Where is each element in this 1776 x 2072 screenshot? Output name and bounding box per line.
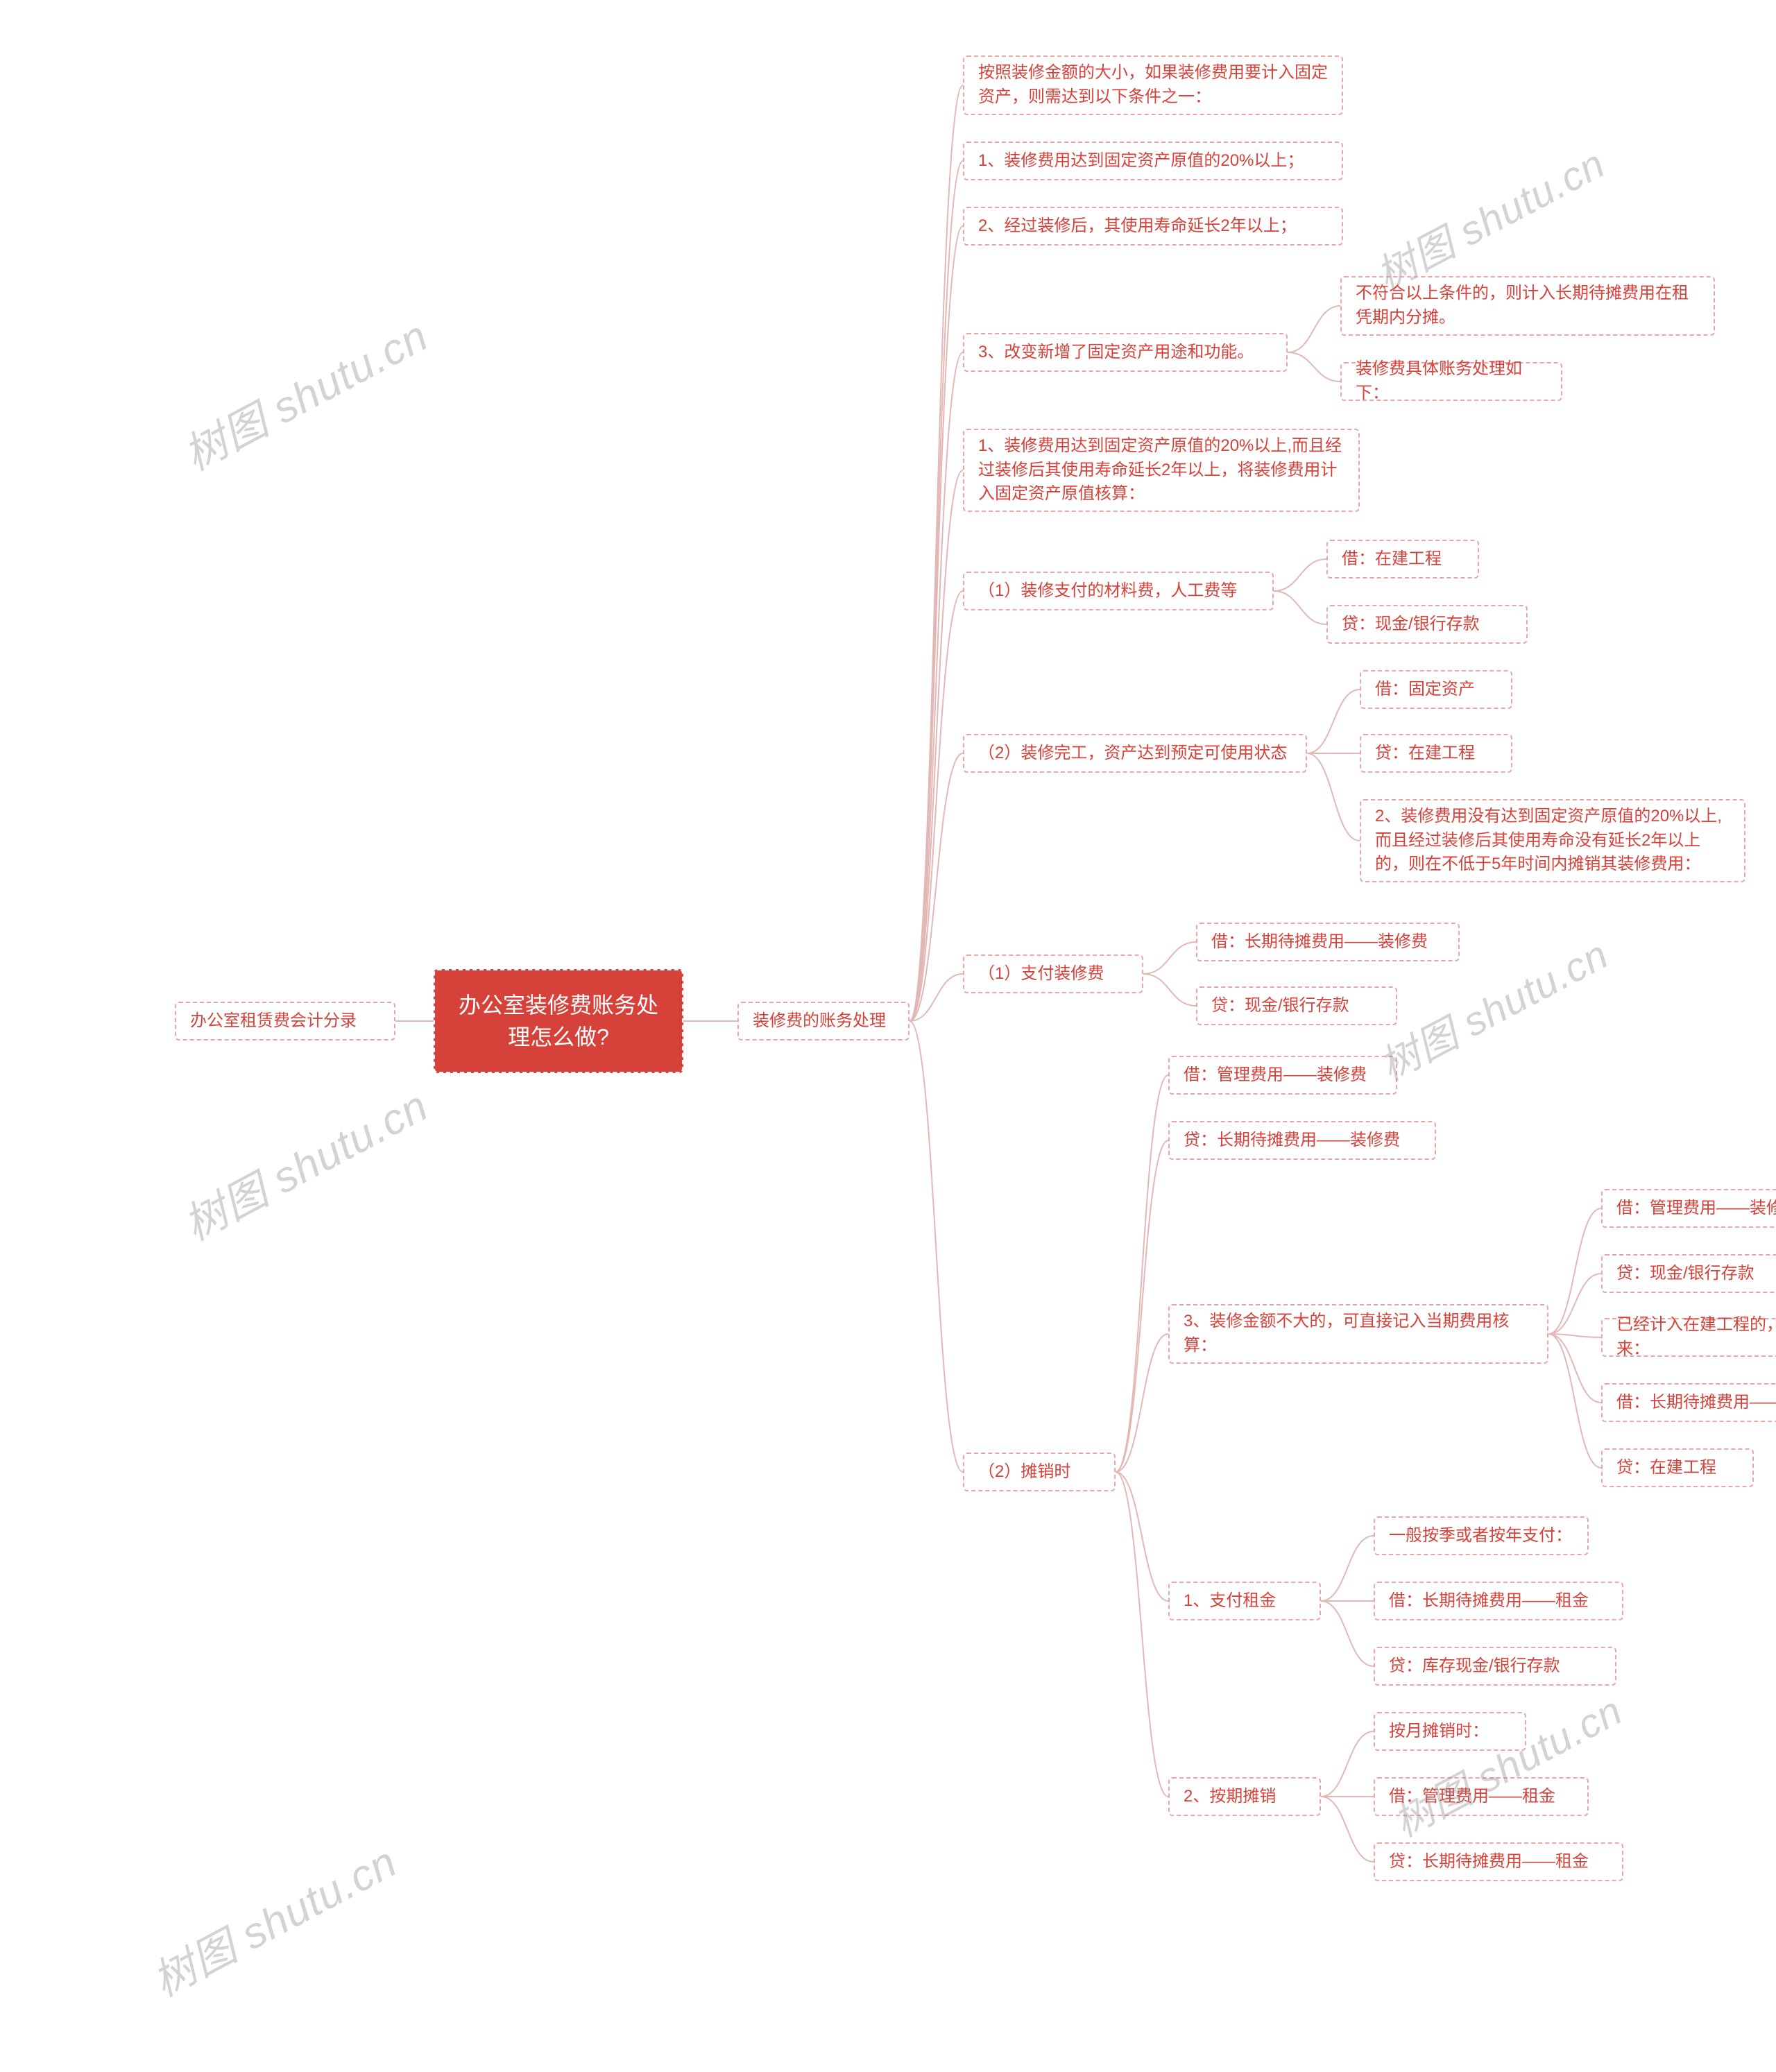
- node-dr-deferred-rent: 借：长期待摊费用——租金: [1374, 1582, 1623, 1620]
- node-left-rent-entries: 办公室租赁费会计分录: [175, 1002, 395, 1041]
- node-dr-expense-reno2: 借：管理费用——装修费: [1601, 1189, 1776, 1228]
- node-cr-cip: 贷：在建工程: [1360, 734, 1512, 773]
- node-cr-cash3: 贷：现金/银行存款: [1601, 1254, 1776, 1293]
- node-condition-1: 1、装修费用达到固定资产原值的20%以上；: [963, 142, 1343, 180]
- node-amortize: 2、按期摊销: [1168, 1777, 1321, 1816]
- node-condition-3: 3、改变新增了固定资产用途和功能。: [963, 333, 1288, 372]
- node-cr-cash-rent: 贷：库存现金/银行存款: [1374, 1647, 1616, 1686]
- node-case1-step1: （1）装修支付的材料费，人工费等: [963, 572, 1274, 610]
- node-dr-deferred-reno: 借：长期待摊费用——装修费: [1196, 923, 1460, 961]
- node-detail-below: 装修费具体账务处理如下：: [1340, 362, 1562, 401]
- node-cr-cash2: 贷：现金/银行存款: [1196, 986, 1397, 1025]
- node-dr-cip: 借：在建工程: [1326, 540, 1479, 579]
- node-pay-quarterly: 一般按季或者按年支付：: [1374, 1516, 1589, 1555]
- node-dr-deferred-reno2: 借：长期待摊费用——装修费: [1601, 1383, 1776, 1422]
- node-conditions-intro: 按照装修金额的大小，如果装修费用要计入固定资产，则需达到以下条件之一：: [963, 55, 1343, 115]
- node-case2-step1: （1）支付装修费: [963, 954, 1143, 993]
- node-condition-2: 2、经过装修后，其使用寿命延长2年以上；: [963, 207, 1343, 246]
- node-cr-deferred-reno: 贷：长期待摊费用——装修费: [1168, 1121, 1436, 1160]
- node-not-meet-condition: 不符合以上条件的，则计入长期待摊费用在租凭期内分摊。: [1340, 276, 1715, 336]
- node-case3-intro: 3、装修金额不大的，可直接记入当期费用核算：: [1168, 1304, 1548, 1364]
- node-dr-fixedasset: 借：固定资产: [1360, 670, 1512, 709]
- node-cr-cash: 贷：现金/银行存款: [1326, 605, 1528, 644]
- node-pay-rent: 1、支付租金: [1168, 1582, 1321, 1620]
- node-cr-cip2: 贷：在建工程: [1601, 1448, 1754, 1487]
- node-case1-intro: 1、装修费用达到固定资产原值的20%以上,而且经过装修后其使用寿命延长2年以上，…: [963, 429, 1360, 512]
- root-node: 办公室装修费账务处理怎么做?: [434, 969, 683, 1073]
- node-dr-expense-rent: 借：管理费用——租金: [1374, 1777, 1589, 1816]
- node-dr-expense-reno: 借：管理费用——装修费: [1168, 1056, 1397, 1095]
- node-case2-intro: 2、装修费用没有达到固定资产原值的20%以上,而且经过装修后其使用寿命没有延长2…: [1360, 799, 1745, 882]
- node-cr-deferred-rent: 贷：长期待摊费用——租金: [1374, 1842, 1623, 1881]
- node-case1-step2: （2）装修完工，资产达到预定可使用状态: [963, 734, 1307, 773]
- node-renovation-accounting: 装修费的账务处理: [737, 1002, 910, 1041]
- node-case2-step2: （2）摊销时: [963, 1453, 1116, 1491]
- node-monthly-amort: 按月摊销时：: [1374, 1712, 1526, 1751]
- node-already-cip: 已经计入在建工程的，则将费用结转出来：: [1601, 1318, 1776, 1357]
